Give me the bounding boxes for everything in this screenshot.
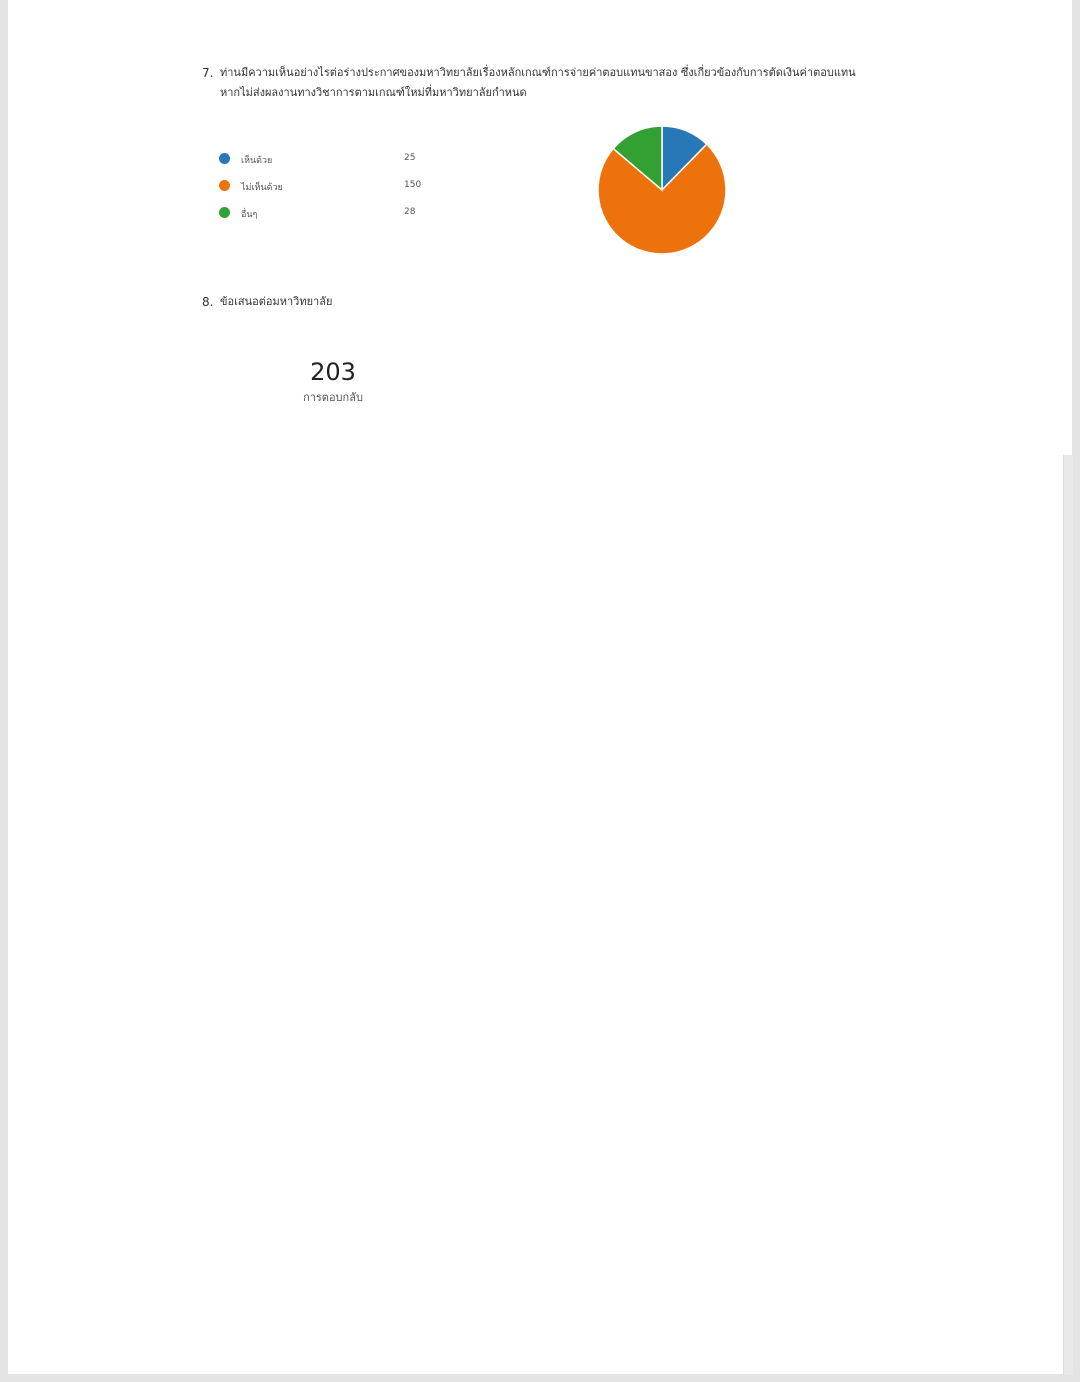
legend-item: เห็นด้วย 25	[219, 150, 439, 177]
response-count: 203 การตอบกลับ	[283, 358, 383, 406]
legend-value: 28	[404, 207, 416, 217]
question-8: 8. ข้อเสนอต่อมหาวิทยาลัย	[202, 292, 602, 312]
legend-item: ไม่เห็นด้วย 150	[219, 177, 439, 204]
legend-label: เห็นด้วย	[241, 156, 273, 166]
legend-label: ไม่เห็นด้วย	[241, 183, 283, 193]
question-7: 7. ท่านมีความเห็นอย่างไรต่อร่างประกาศของ…	[202, 63, 872, 103]
pie-chart	[597, 125, 727, 255]
legend-value: 150	[404, 180, 422, 190]
legend-item: อื่นๆ 28	[219, 204, 439, 231]
response-count-label: การตอบกลับ	[303, 391, 363, 404]
question-text: ข้อเสนอต่อมหาวิทยาลัย	[220, 295, 333, 308]
legend-swatch	[219, 207, 230, 218]
chart-legend: เห็นด้วย 25 ไม่เห็นด้วย 150 อื่นๆ 28	[219, 150, 439, 231]
pie-slice-3	[612, 125, 663, 192]
document-page	[8, 0, 1072, 1374]
question-number: 7.	[202, 66, 214, 80]
legend-swatch	[219, 180, 230, 191]
response-count-value: 203	[310, 358, 356, 386]
legend-label: อื่นๆ	[241, 210, 258, 220]
question-number: 8.	[202, 295, 214, 309]
pie-slice-2	[597, 143, 727, 255]
scrollbar[interactable]	[1063, 455, 1073, 1375]
legend-swatch	[219, 153, 230, 164]
question-text: ท่านมีความเห็นอย่างไรต่อร่างประกาศของมหา…	[220, 66, 856, 99]
legend-value: 25	[404, 153, 416, 163]
